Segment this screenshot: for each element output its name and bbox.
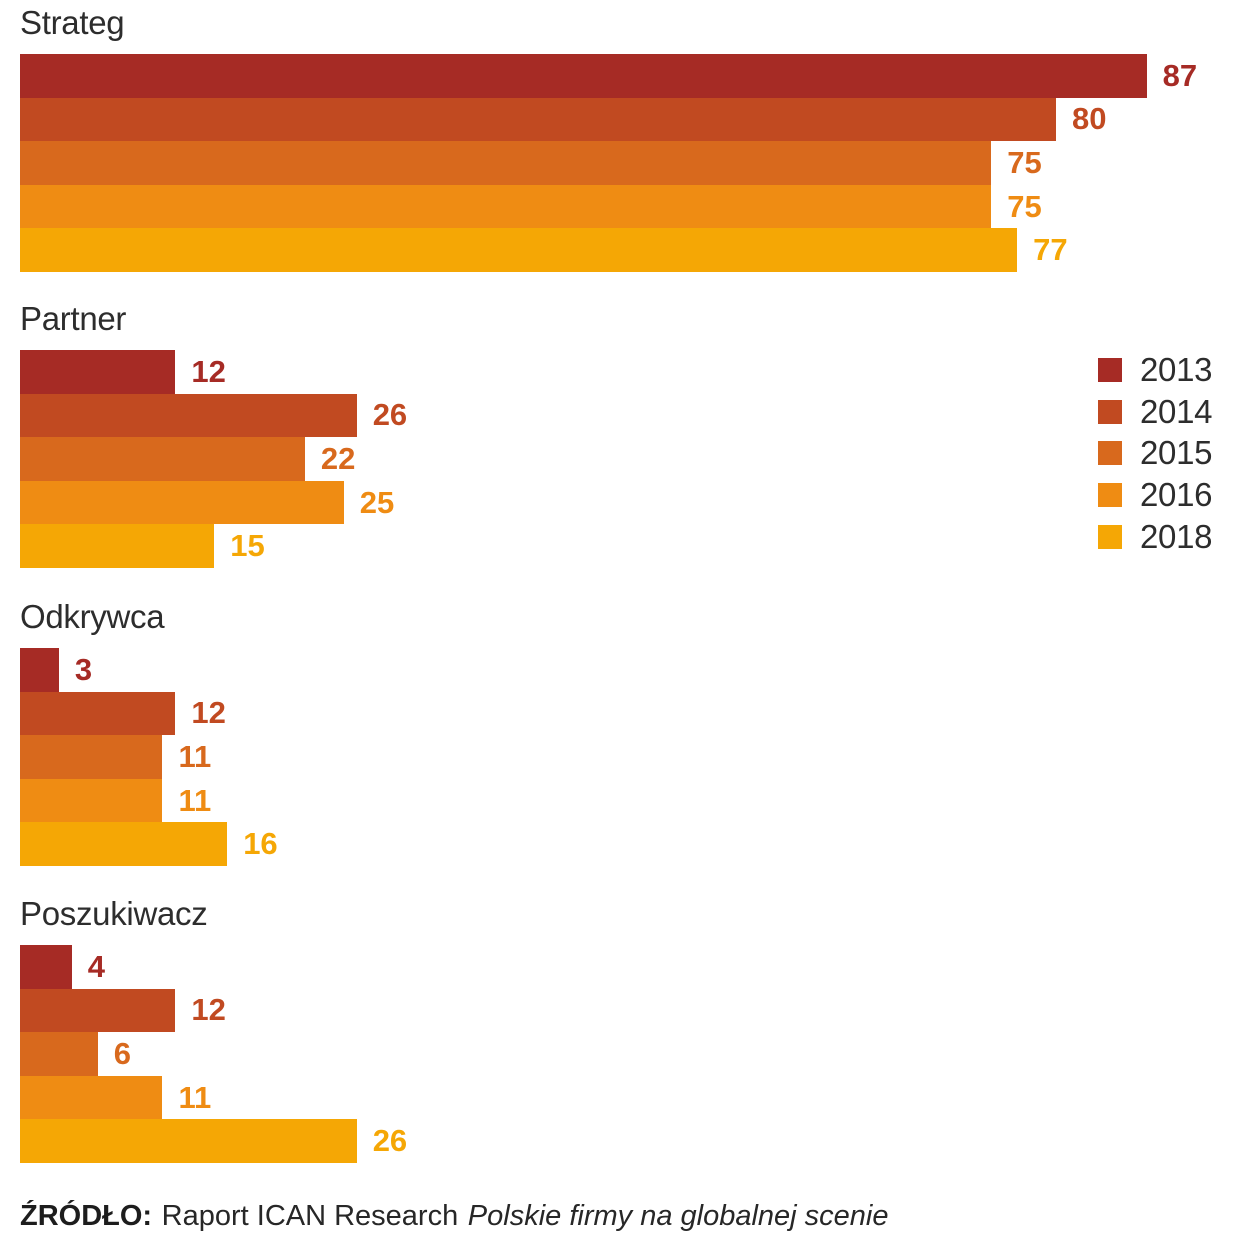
group-bars: 3 12 11 11 16 [20,648,278,866]
chart-legend: 2013 2014 2015 2016 2018 [1098,349,1213,558]
legend-label-2013: 2013 [1140,350,1213,388]
bar-value-2018: 26 [372,1123,408,1159]
bar-value-2013: 4 [87,948,106,984]
bar-2014 [20,393,357,438]
bar-value-2014: 12 [191,695,226,731]
chart-group-poszukiwacz: Poszukiwacz 4 12 6 11 26 [20,891,407,1163]
bar-value-2015: 11 [178,738,212,774]
bar-row-2016: 11 [20,1075,407,1120]
bar-2018 [20,524,215,568]
bar-2013 [20,945,72,989]
bar-2018 [20,228,1018,272]
bar-2015 [20,1032,98,1076]
bar-value-2016: 11 [178,1079,212,1115]
bar-value-2015: 6 [113,1035,131,1071]
group-bars: 12 26 22 25 15 [20,350,407,568]
group-label: Partner [20,300,127,337]
group-bars: 87 80 75 75 77 [20,54,1197,272]
bar-2018 [20,1119,357,1163]
source-line: ŹRÓDŁO: Raport ICAN Research Polskie firmy… [20,1200,889,1233]
bar-row-2015: 22 [20,437,407,481]
bar-row-2016: 11 [20,778,278,823]
bar-value-2018: 15 [230,528,265,564]
bar-row-2018: 15 [20,524,407,568]
bar-value-2014: 12 [191,992,226,1028]
bar-2013 [20,350,176,394]
bar-row-2018: 26 [20,1119,407,1163]
bar-2014 [20,988,176,1033]
bar-value-2016: 11 [178,782,212,818]
bar-2013 [20,648,59,692]
group-label: Odkrywca [20,598,165,635]
legend-item-2014: 2014 [1098,391,1213,433]
source-label: ŹRÓDŁO: [20,1200,153,1232]
bar-2013 [20,54,1147,98]
legend-swatch-2015 [1098,441,1122,466]
bar-2015 [20,437,305,481]
bar-row-2016: 25 [20,480,407,525]
bar-row-2013: 4 [20,945,407,989]
legend-swatch-2018 [1098,524,1122,549]
legend-item-2018: 2018 [1098,516,1213,558]
bar-row-2015: 11 [20,735,278,779]
source-title-italic: Polskie firmy na globalnej scenie [467,1200,889,1232]
legend-label-2018: 2018 [1140,517,1213,555]
bar-row-2018: 77 [20,228,1197,272]
bar-row-2015: 75 [20,141,1197,185]
bar-2014 [20,691,176,736]
bar-2015 [20,735,163,779]
bar-value-2018: 16 [243,826,278,862]
bar-value-2018: 77 [1033,232,1068,268]
chart-group-partner: Partner 12 26 22 25 15 [20,296,407,568]
bar-row-2014: 80 [20,97,1197,142]
bar-row-2014: 12 [20,988,407,1033]
legend-swatch-2016 [1098,482,1122,507]
legend-item-2015: 2015 [1098,432,1213,474]
bar-value-2016: 25 [359,484,395,520]
bar-value-2013: 87 [1162,57,1198,93]
group-label: Poszukiwacz [20,895,208,932]
bar-row-2013: 12 [20,350,407,394]
group-bars: 4 12 6 11 26 [20,945,407,1163]
bar-value-2014: 80 [1072,101,1107,137]
legend-label-2014: 2014 [1140,392,1213,430]
bar-row-2014: 26 [20,393,408,438]
bar-2016 [20,184,992,229]
legend-label-2016: 2016 [1140,475,1213,513]
group-label: Strateg [20,4,125,41]
bar-2016 [20,778,163,823]
bar-2014 [20,97,1056,142]
legend-swatch-2014 [1098,399,1122,424]
legend-item-2016: 2016 [1098,474,1213,516]
bar-2016 [20,1075,163,1120]
bar-value-2016: 75 [1007,188,1042,224]
bar-value-2013: 12 [191,353,226,389]
bar-2018 [20,822,228,866]
bar-row-2018: 16 [20,822,278,866]
bar-value-2015: 22 [320,440,356,476]
source-text: Raport ICAN Research [161,1200,459,1232]
chart-group-strateg: Strateg 87 80 75 75 77 [20,0,1197,272]
bar-row-2014: 12 [20,691,278,736]
bar-row-2016: 75 [20,184,1197,229]
bar-row-2013: 3 [20,648,278,692]
bar-2015 [20,141,992,185]
bar-2016 [20,480,344,525]
bar-value-2015: 75 [1007,144,1042,180]
legend-item-2013: 2013 [1098,349,1213,391]
bar-value-2014: 26 [372,397,408,433]
bar-row-2015: 6 [20,1032,407,1076]
bar-row-2013: 87 [20,54,1197,98]
legend-swatch-2013 [1098,357,1122,382]
legend-label-2015: 2015 [1140,434,1213,472]
bar-value-2013: 3 [74,651,93,687]
chart-group-odkrywca: Odkrywca 3 12 11 11 16 [20,594,278,866]
